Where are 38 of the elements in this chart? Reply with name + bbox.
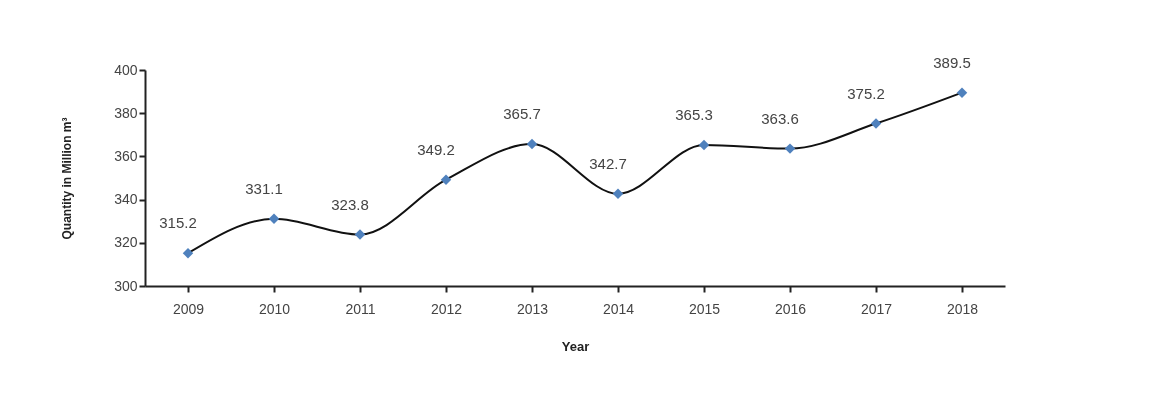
x-axis-title: Year (561, 338, 590, 354)
data-label: 375.2 (847, 84, 885, 102)
point (870, 118, 882, 129)
y-tick-label: 400 (114, 61, 138, 78)
data-label: 363.6 (761, 109, 799, 127)
x-tick-label: 2017 (860, 300, 893, 317)
data-label: 349.2 (417, 140, 455, 158)
x-tick-label: 2011 (345, 300, 376, 317)
point (698, 139, 710, 151)
data-label: 315.2 (159, 214, 197, 232)
point (612, 188, 624, 200)
y-tick-label: 380 (114, 104, 138, 121)
y-axis-title: Quantity in Million m³ (60, 117, 75, 240)
y-tick-label: 340 (114, 191, 138, 208)
point (354, 229, 366, 240)
data-label: 365.3 (675, 105, 713, 123)
point (182, 247, 194, 259)
data-label: 389.5 (933, 53, 971, 71)
point (784, 143, 796, 154)
x-tick-label: 2018 (946, 300, 979, 317)
data-label: 323.8 (331, 195, 369, 213)
y-tick-label: 320 (114, 234, 138, 251)
x-tick-label: 2016 (774, 300, 807, 317)
x-tick-label: 2009 (172, 300, 205, 317)
point (526, 138, 538, 150)
data-label: 365.7 (503, 105, 541, 123)
x-tick-label: 2010 (258, 300, 291, 317)
x-tick-label: 2013 (516, 300, 549, 317)
data-label: 342.7 (589, 154, 627, 172)
x-tick-label: 2012 (430, 300, 463, 317)
data-label: 331.1 (245, 179, 283, 197)
point (440, 174, 452, 185)
point (956, 87, 968, 98)
x-tick-label: 2014 (602, 300, 635, 317)
y-tick-label: 360 (114, 147, 138, 164)
point (268, 213, 280, 225)
y-tick-label: 300 (114, 277, 138, 294)
x-tick-label: 2015 (688, 300, 721, 317)
